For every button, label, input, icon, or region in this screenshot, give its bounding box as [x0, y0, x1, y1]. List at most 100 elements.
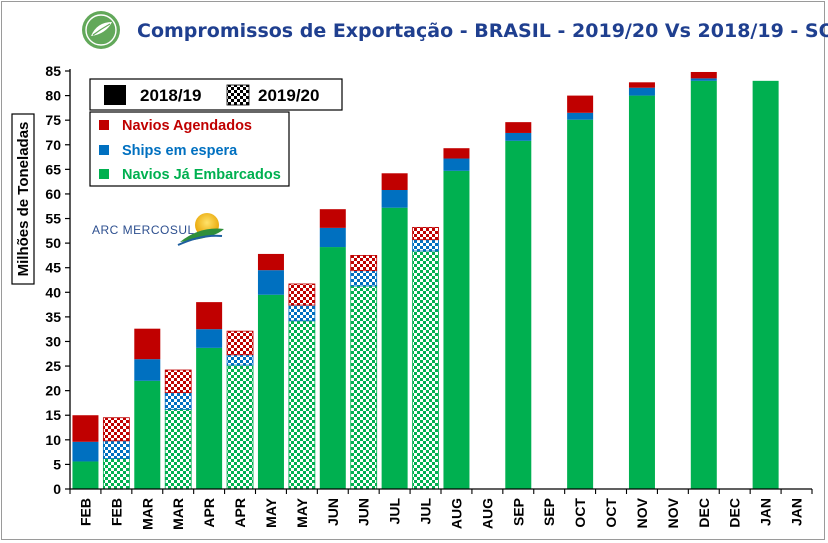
x-tick-label: APR [232, 498, 248, 528]
legend-swatch-navios-ja-embarcados [99, 169, 109, 179]
brand-logo-icon [82, 11, 120, 49]
bar-segment-navios-agendados-6 [257, 253, 284, 271]
bars-layer [72, 71, 779, 490]
y-tick-label: 35 [45, 309, 61, 325]
season-legend-swatch-2018-19 [104, 85, 126, 105]
bar-segment-navios-j-embarcados-5 [226, 364, 254, 490]
x-tick-label: JUL [418, 498, 434, 525]
y-tick-label: 40 [45, 284, 61, 300]
bar-segment-ships-em-espera-1 [102, 440, 130, 459]
bar-segment-ships-em-espera-7 [288, 304, 316, 322]
bar-segment-navios-j-embarcados-7 [288, 320, 316, 490]
x-tick-label: JUN [325, 498, 341, 526]
y-axis-label-box: Milhões de Toneladas [11, 113, 35, 285]
x-tick-label: JUL [387, 498, 403, 525]
bar-segment-ships-em-espera-4 [196, 329, 223, 348]
x-tick-label: NOV [634, 497, 650, 528]
bar-segment-navios-agendados-12 [443, 148, 470, 159]
x-tick-label: JUN [356, 498, 372, 526]
watermark-text: ARC MERCOSUL [92, 223, 195, 237]
x-tick-label: AUG [448, 498, 464, 529]
bar-segment-navios-agendados-8 [319, 209, 346, 228]
season-legend-swatch-2019-20 [226, 84, 250, 106]
bar-segment-ships-em-espera-16 [567, 112, 594, 120]
x-tick-label: MAY [294, 497, 310, 527]
bar-segment-navios-agendados-3 [164, 369, 192, 394]
x-tick-label: FEB [77, 498, 93, 526]
y-tick-label: 20 [45, 383, 61, 399]
y-tick-label: 30 [45, 333, 61, 349]
bar-segment-navios-j-embarcados-14 [505, 140, 532, 490]
bar-segment-navios-agendados-2 [134, 328, 161, 360]
y-axis-label: Milhões de Toneladas [15, 122, 32, 277]
bar-segment-navios-j-embarcados-0 [72, 461, 99, 489]
bar-segment-ships-em-espera-10 [381, 190, 408, 208]
season-legend: 2018/19 2019/20 [89, 78, 343, 111]
y-tick-label: 5 [53, 456, 61, 472]
bar-segment-navios-j-embarcados-16 [567, 119, 594, 490]
x-tick-label: MAY [263, 497, 279, 527]
y-tick-label: 50 [45, 235, 61, 251]
x-tick-label: MAR [170, 498, 186, 530]
x-tick-label: AUG [479, 498, 495, 529]
y-tick-label: 15 [45, 407, 61, 423]
y-tick-label: 10 [45, 432, 61, 448]
x-tick-label: JAN [789, 498, 805, 526]
y-tick-label: 0 [53, 481, 61, 497]
y-tick-label: 75 [45, 112, 61, 128]
y-tick-label: 45 [45, 260, 61, 276]
y-tick-label: 60 [45, 186, 61, 202]
bar-segment-navios-agendados-0 [72, 415, 99, 442]
bar-segment-ships-em-espera-14 [505, 132, 532, 141]
x-tick-label: DEC [727, 498, 743, 528]
x-tick-label: FEB [108, 498, 124, 526]
x-tick-label: OCT [603, 498, 619, 528]
arc-mercosul-logo: ARC MERCOSUL [92, 213, 224, 246]
season-legend-label-2019-20: 2019/20 [258, 86, 319, 105]
bar-segment-navios-j-embarcados-11 [412, 250, 439, 490]
bar-segment-navios-j-embarcados-10 [381, 207, 408, 490]
bar-segment-navios-j-embarcados-22 [752, 80, 779, 489]
season-legend-label-2018-19: 2018/19 [140, 86, 201, 105]
x-tick-label: SEP [510, 498, 526, 526]
y-tick-label: 85 [45, 63, 61, 79]
bar-segment-ships-em-espera-3 [164, 392, 192, 410]
bar-segment-navios-j-embarcados-20 [690, 80, 717, 489]
bar-segment-ships-em-espera-2 [134, 359, 161, 381]
bar-segment-ships-em-espera-18 [628, 87, 655, 96]
bar-segment-navios-j-embarcados-1 [102, 458, 130, 490]
bar-segment-navios-agendados-5 [226, 330, 254, 356]
bar-segment-navios-agendados-10 [381, 173, 408, 191]
bar-segment-ships-em-espera-6 [257, 270, 284, 295]
x-tick-label: DEC [696, 498, 712, 528]
bar-segment-navios-agendados-7 [288, 283, 316, 306]
x-tick-label: APR [201, 498, 217, 528]
x-tick-label: MAR [139, 498, 155, 530]
bar-segment-navios-j-embarcados-12 [443, 170, 470, 489]
x-tick-label: SEP [541, 498, 557, 526]
x-tick-label: OCT [572, 498, 588, 528]
chart-title: Compromissos de Exportação - BRASIL - 20… [137, 20, 828, 42]
bar-segment-navios-j-embarcados-8 [319, 247, 346, 489]
bar-segment-ships-em-espera-8 [319, 227, 346, 248]
x-tick-label: NOV [665, 497, 681, 528]
legend-swatch-navios-agendados [99, 120, 109, 130]
bar-segment-navios-agendados-16 [567, 95, 594, 113]
bar-segment-ships-em-espera-9 [350, 270, 378, 287]
bar-segment-navios-agendados-14 [505, 122, 532, 133]
bar-segment-navios-j-embarcados-2 [134, 380, 161, 489]
y-tick-label: 65 [45, 161, 61, 177]
bar-segment-navios-agendados-18 [628, 82, 655, 88]
series-legend: Navios Agendados Ships em espera Navios … [89, 111, 290, 187]
legend-label-navios-ja-embarcados: Navios Já Embarcados [122, 167, 281, 183]
bar-segment-ships-em-espera-20 [690, 78, 717, 81]
legend-swatch-ships-em-espera [99, 145, 109, 155]
legend-label-navios-agendados: Navios Agendados [122, 118, 252, 134]
y-tick-label: 80 [45, 88, 61, 104]
bar-segment-ships-em-espera-0 [72, 441, 99, 462]
y-tick-label: 55 [45, 211, 61, 227]
bar-segment-ships-em-espera-11 [412, 239, 439, 252]
x-axis: FEB FEB MAR MAR APR APR MAY MAY JUN JUN JUL JUL AUG A… [69, 488, 813, 530]
